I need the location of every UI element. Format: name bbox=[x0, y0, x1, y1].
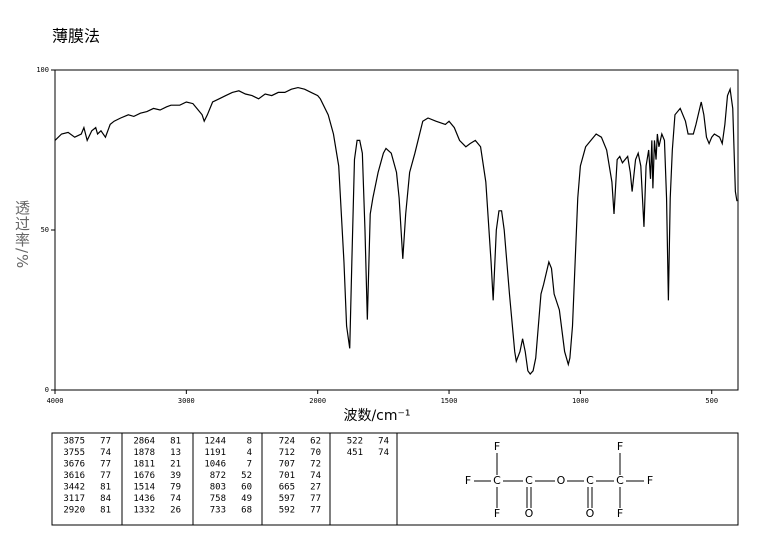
peak-wavenumber: 3616 bbox=[63, 471, 85, 481]
peak-transmittance: 8 bbox=[247, 437, 252, 447]
peak-transmittance: 49 bbox=[241, 494, 252, 504]
structure-atom: C bbox=[616, 474, 624, 487]
peak-wavenumber: 1332 bbox=[133, 506, 155, 516]
peak-transmittance: 81 bbox=[100, 483, 111, 493]
peak-table-frame bbox=[51, 432, 739, 526]
column-dividers bbox=[121, 433, 398, 525]
peak-transmittance: 77 bbox=[100, 460, 111, 470]
peak-transmittance: 74 bbox=[378, 437, 389, 447]
peak-wavenumber: 1811 bbox=[133, 460, 155, 470]
peak-wavenumber: 724 bbox=[279, 437, 295, 447]
peak-transmittance: 77 bbox=[100, 471, 111, 481]
x-tick-label: 3000 bbox=[178, 397, 195, 405]
peak-transmittance: 21 bbox=[170, 460, 181, 470]
peak-wavenumber: 522 bbox=[347, 437, 363, 447]
structure-atom: C bbox=[525, 474, 533, 487]
y-tick-label: 50 bbox=[41, 226, 49, 234]
peak-transmittance: 52 bbox=[241, 471, 252, 481]
peak-wavenumber: 3676 bbox=[63, 460, 85, 470]
structure-atom: C bbox=[586, 474, 594, 487]
structure-atom: O bbox=[586, 507, 595, 520]
peak-transmittance: 26 bbox=[170, 506, 181, 516]
structure-bonds bbox=[474, 453, 644, 508]
peak-transmittance: 81 bbox=[170, 437, 181, 447]
peak-transmittance: 77 bbox=[310, 506, 321, 516]
spectrum-line bbox=[54, 86, 738, 375]
peak-wavenumber: 3755 bbox=[63, 448, 85, 458]
peak-transmittance: 79 bbox=[170, 483, 181, 493]
peak-wavenumber: 712 bbox=[279, 448, 295, 458]
structure-atom: F bbox=[617, 507, 623, 520]
peak-wavenumber: 665 bbox=[279, 483, 295, 493]
peak-transmittance: 72 bbox=[310, 460, 321, 470]
structure-atom: F bbox=[465, 474, 471, 487]
peak-transmittance: 77 bbox=[310, 494, 321, 504]
peak-wavenumber: 1676 bbox=[133, 471, 155, 481]
peak-wavenumber: 1878 bbox=[133, 448, 155, 458]
peak-wavenumber: 803 bbox=[210, 483, 226, 493]
x-tick-label: 1500 bbox=[441, 397, 458, 405]
structure-atom: O bbox=[525, 507, 534, 520]
peak-transmittance: 60 bbox=[241, 483, 252, 493]
structure-atom: F bbox=[494, 440, 500, 453]
peak-transmittance: 74 bbox=[378, 448, 389, 458]
peak-transmittance: 74 bbox=[310, 471, 321, 481]
peak-wavenumber: 451 bbox=[347, 448, 363, 458]
peak-transmittance: 77 bbox=[100, 437, 111, 447]
peak-transmittance: 7 bbox=[247, 460, 252, 470]
peak-wavenumber: 872 bbox=[210, 471, 226, 481]
chart-title: 薄膜法 bbox=[52, 27, 100, 46]
structure-atom: O bbox=[557, 474, 566, 487]
peak-wavenumber: 758 bbox=[210, 494, 226, 504]
peak-wavenumber: 3442 bbox=[63, 483, 85, 493]
peak-wavenumber: 1514 bbox=[133, 483, 155, 493]
x-axis-label: 波数/cm⁻¹ bbox=[343, 408, 410, 424]
y-tick-label: 0 bbox=[45, 386, 49, 394]
peak-wavenumber: 592 bbox=[279, 506, 295, 516]
peak-wavenumber: 1191 bbox=[204, 448, 226, 458]
peak-transmittance: 74 bbox=[170, 494, 181, 504]
structure-atom: C bbox=[493, 474, 501, 487]
peak-wavenumber: 3875 bbox=[63, 437, 85, 447]
x-tick-label: 1000 bbox=[572, 397, 589, 405]
peak-wavenumber: 707 bbox=[279, 460, 295, 470]
y-axis-label: 透过率/% bbox=[13, 200, 31, 270]
peak-wavenumber: 1046 bbox=[204, 460, 226, 470]
plot-frame bbox=[54, 69, 739, 391]
peak-wavenumber: 3117 bbox=[63, 494, 85, 504]
peak-transmittance: 4 bbox=[247, 448, 252, 458]
peak-transmittance: 27 bbox=[310, 483, 321, 493]
peak-wavenumber: 733 bbox=[210, 506, 226, 516]
structure-atom: F bbox=[494, 507, 500, 520]
peak-wavenumber: 2864 bbox=[133, 437, 155, 447]
peak-transmittance: 68 bbox=[241, 506, 252, 516]
peak-transmittance: 13 bbox=[170, 448, 181, 458]
peak-transmittance: 81 bbox=[100, 506, 111, 516]
peak-wavenumber: 1244 bbox=[204, 437, 226, 447]
peak-transmittance: 39 bbox=[170, 471, 181, 481]
structure-atom: F bbox=[617, 440, 623, 453]
peak-wavenumber: 1436 bbox=[133, 494, 155, 504]
peak-wavenumber: 701 bbox=[279, 471, 295, 481]
x-tick-label: 2000 bbox=[309, 397, 326, 405]
x-tick-label: 4000 bbox=[47, 397, 64, 405]
y-tick-label: 100 bbox=[36, 66, 49, 74]
peak-wavenumber: 2920 bbox=[63, 506, 85, 516]
peak-transmittance: 84 bbox=[100, 494, 111, 504]
x-tick-label: 500 bbox=[705, 397, 718, 405]
peak-transmittance: 70 bbox=[310, 448, 321, 458]
structure-atom: F bbox=[647, 474, 653, 487]
peak-transmittance: 74 bbox=[100, 448, 111, 458]
peak-transmittance: 62 bbox=[310, 437, 321, 447]
peak-wavenumber: 597 bbox=[279, 494, 295, 504]
